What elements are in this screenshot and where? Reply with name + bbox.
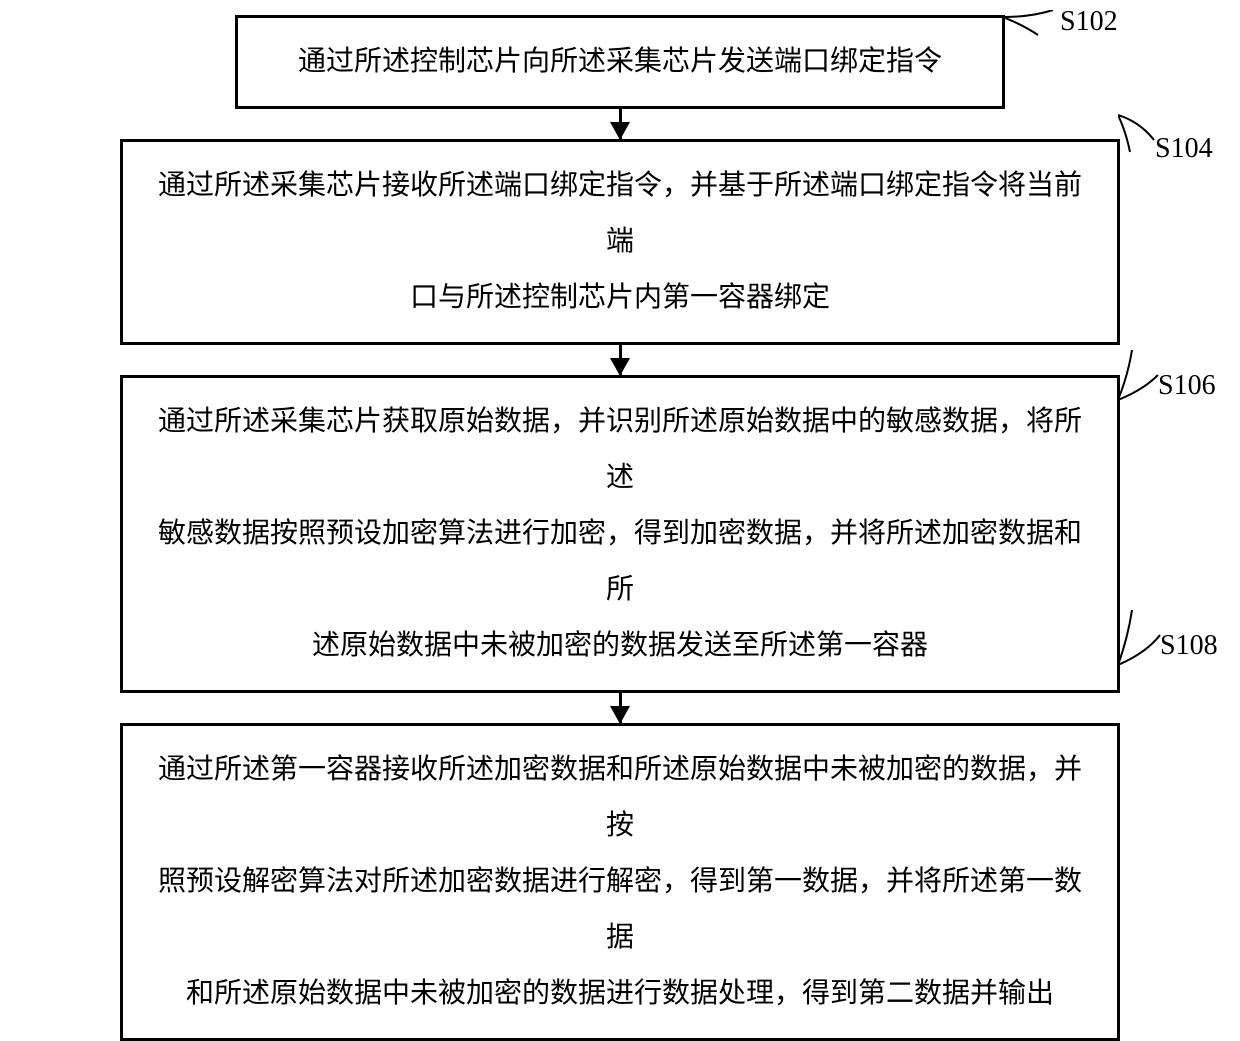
arrow-head-icon — [610, 122, 630, 140]
arrow-head-icon — [610, 358, 630, 376]
step-label-s106: S106 — [1158, 370, 1216, 402]
flowchart-container: 通过所述控制芯片向所述采集芯片发送端口绑定指令 通过所述采集芯片接收所述端口绑定… — [60, 15, 1180, 1041]
node-text-line1: 通过所述第一容器接收所述加密数据和所述原始数据中未被加密的数据，并按 — [147, 742, 1093, 854]
flow-node-s104: 通过所述采集芯片接收所述端口绑定指令，并基于所述端口绑定指令将当前端 口与所述控… — [120, 139, 1120, 345]
step-label-s104: S104 — [1155, 133, 1213, 165]
node-text-line3: 和所述原始数据中未被加密的数据进行数据处理，得到第二数据并输出 — [147, 966, 1093, 1022]
arrow-s104-s106 — [619, 345, 622, 375]
flow-node-s106: 通过所述采集芯片获取原始数据，并识别所述原始数据中的敏感数据，将所述 敏感数据按… — [120, 375, 1120, 693]
flow-node-s108: 通过所述第一容器接收所述加密数据和所述原始数据中未被加密的数据，并按 照预设解密… — [120, 723, 1120, 1041]
flow-node-s102: 通过所述控制芯片向所述采集芯片发送端口绑定指令 — [235, 15, 1005, 109]
node-text-line2: 敏感数据按照预设加密算法进行加密，得到加密数据，并将所述加密数据和所 — [147, 506, 1093, 618]
node-text-line1: 通过所述采集芯片接收所述端口绑定指令，并基于所述端口绑定指令将当前端 — [147, 158, 1093, 270]
arrow-head-icon — [610, 706, 630, 724]
node-text-line3: 述原始数据中未被加密的数据发送至所述第一容器 — [147, 618, 1093, 674]
arrow-s106-s108 — [619, 693, 622, 723]
node-text: 通过所述控制芯片向所述采集芯片发送端口绑定指令 — [262, 34, 978, 90]
arrow-s102-s104 — [619, 109, 622, 139]
node-text-line2: 照预设解密算法对所述加密数据进行解密，得到第一数据，并将所述第一数据 — [147, 854, 1093, 966]
step-label-s102: S102 — [1060, 6, 1118, 38]
step-label-s108: S108 — [1160, 630, 1218, 662]
node-text-line1: 通过所述采集芯片获取原始数据，并识别所述原始数据中的敏感数据，将所述 — [147, 394, 1093, 506]
node-text-line2: 口与所述控制芯片内第一容器绑定 — [147, 270, 1093, 326]
